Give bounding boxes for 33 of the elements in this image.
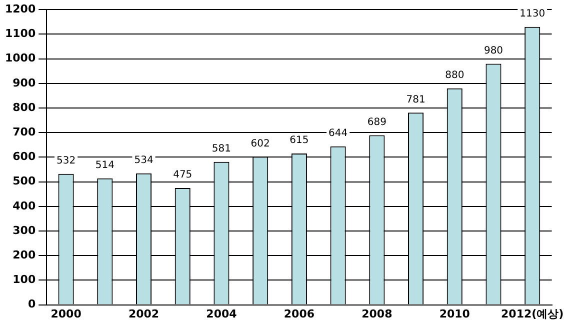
y-tick-label: 200: [12, 248, 36, 262]
x-tick-label: 2000: [50, 307, 82, 320]
y-tick-label: 800: [12, 100, 36, 114]
x-tick-label: 2006: [284, 307, 315, 320]
data-label: 880: [445, 70, 464, 81]
data-label: 532: [56, 156, 76, 167]
data-label: 514: [95, 160, 114, 171]
x-tick-label: 2002: [128, 307, 160, 320]
y-tick-label: 700: [12, 125, 36, 138]
x-tick-label: 2004: [206, 307, 238, 320]
y-tick-label: 500: [12, 174, 36, 188]
y-tick-label: 0: [28, 298, 36, 311]
data-label: 689: [367, 116, 386, 128]
y-tick-label: 1000: [4, 52, 36, 65]
y-tick-label: 1100: [4, 27, 36, 40]
data-label: 581: [212, 143, 232, 154]
y-tick-label: 300: [12, 224, 36, 237]
x-tick-label: 2008: [362, 307, 392, 320]
y-tick-label: 400: [12, 199, 36, 212]
y-tick-label: 100: [12, 273, 36, 286]
data-label: 475: [173, 170, 192, 181]
x-tick-label: 2012(예상): [501, 307, 564, 320]
data-label: 534: [134, 155, 154, 166]
data-label: 615: [290, 135, 309, 146]
y-tick-label: 600: [12, 150, 36, 164]
data-label: 781: [406, 94, 426, 106]
y-tick-label: 900: [12, 76, 36, 90]
data-label: 644: [328, 128, 348, 139]
x-tick-label: 2010: [439, 307, 470, 320]
data-label: 602: [250, 138, 270, 150]
data-label: 1130: [520, 8, 546, 20]
data-label: 980: [484, 45, 504, 56]
y-tick-label: 1200: [4, 2, 36, 16]
